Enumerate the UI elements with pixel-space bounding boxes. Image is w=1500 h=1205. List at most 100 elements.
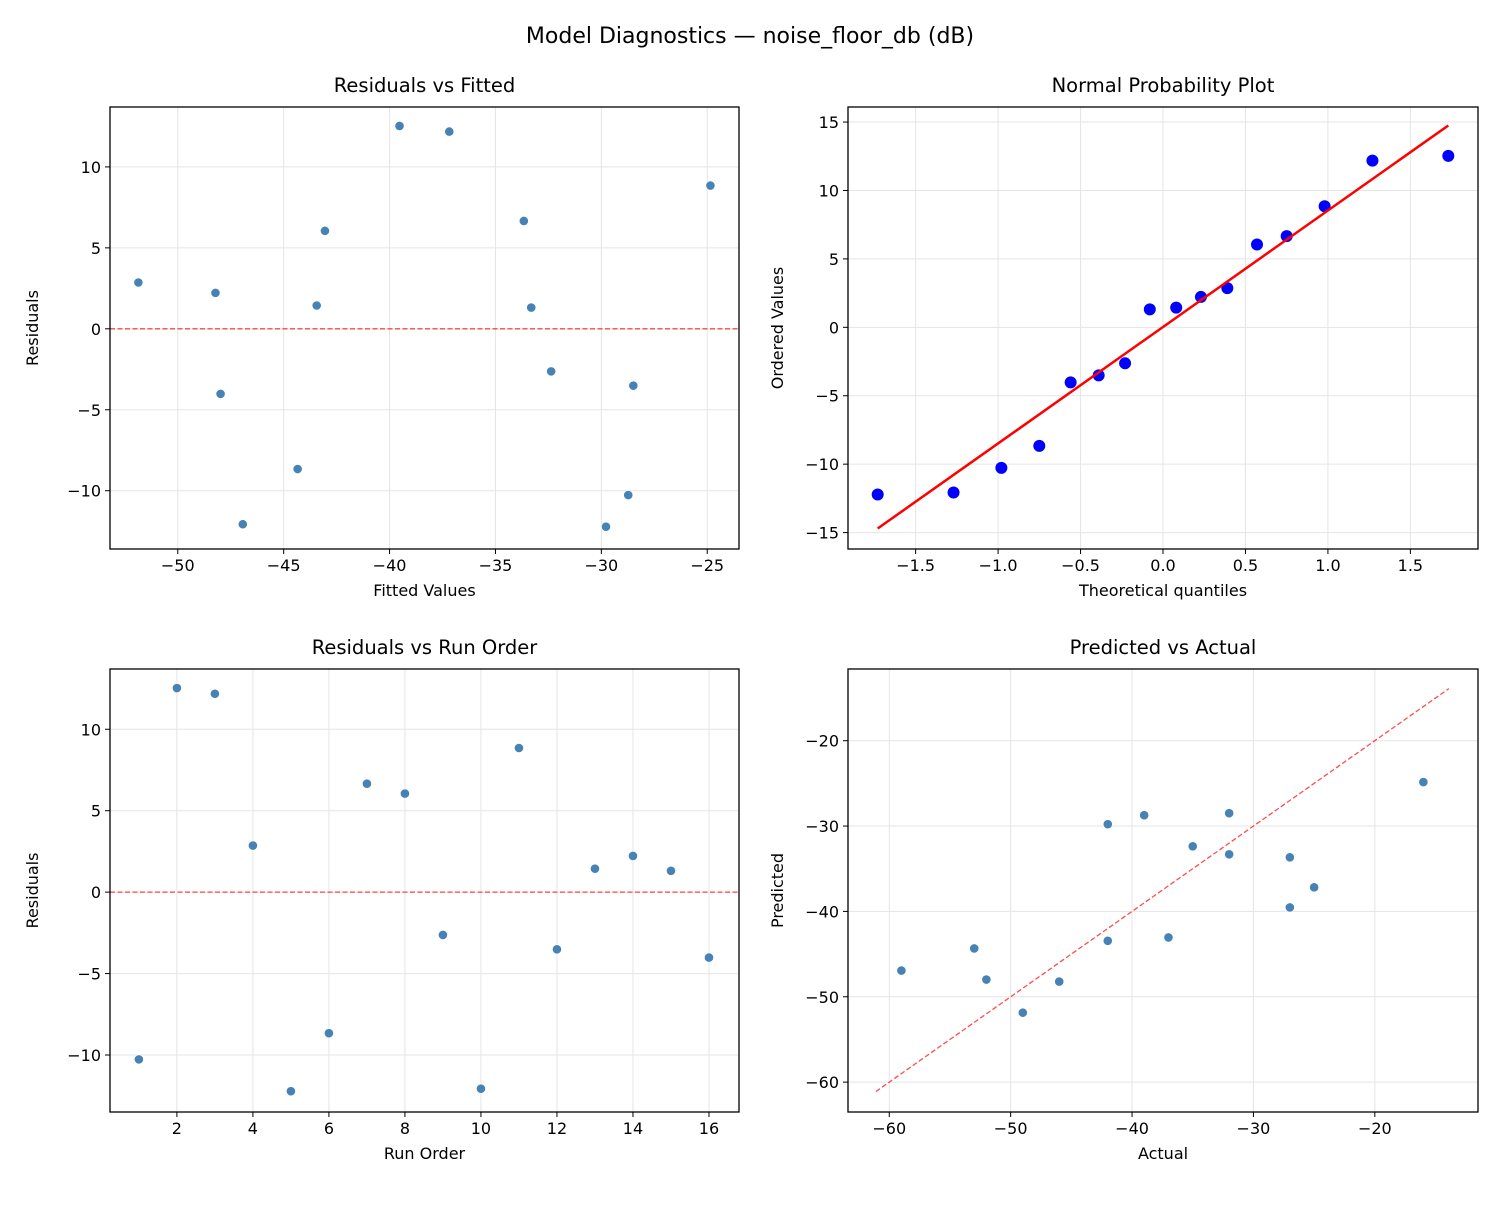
data-point — [981, 974, 992, 985]
data-point — [995, 461, 1008, 474]
data-point — [476, 1083, 486, 1094]
y-tick-label: −10 — [67, 482, 101, 501]
y-tick-label: 15 — [819, 113, 839, 132]
axes-frame — [109, 106, 740, 550]
data-point — [171, 683, 182, 693]
data-point — [628, 851, 638, 861]
predicted-vs-actual-panel: −60 −50 −40 −30 −20 −60 −50 −40 −30 −20 Predicted … — [768, 636, 1479, 1163]
data-point — [1224, 808, 1235, 819]
identity-reference-line — [875, 688, 1450, 1093]
data-point — [1187, 841, 1198, 852]
x-tick-label: −50 — [994, 1119, 1028, 1138]
x-tick-label: 6 — [324, 1119, 334, 1138]
x-axis-label: Theoretical quantiles — [1078, 581, 1247, 600]
data-point — [623, 490, 634, 500]
data-point — [311, 300, 322, 311]
y-tick-label: 5 — [91, 802, 101, 821]
data-point — [133, 277, 144, 288]
data-point — [1224, 849, 1235, 860]
data-point — [1194, 290, 1207, 303]
y-axis-label: Ordered Values — [768, 267, 787, 389]
data-point — [1309, 882, 1320, 893]
x-tick-label: 2 — [172, 1119, 182, 1138]
y-tick-label: 5 — [829, 250, 839, 269]
x-tick-label: 1.5 — [1398, 556, 1423, 575]
x-tick-label: −0.5 — [1061, 556, 1100, 575]
data-point — [1163, 932, 1174, 943]
data-point — [292, 464, 303, 474]
data-point — [1143, 303, 1156, 316]
y-axis-label: Residuals — [23, 290, 42, 366]
y-tick-label: −40 — [805, 902, 839, 921]
x-tick-label: 0.0 — [1150, 556, 1175, 575]
data-point — [1280, 230, 1293, 243]
x-tick-label: −30 — [1237, 1119, 1271, 1138]
data-point — [444, 126, 455, 137]
data-point — [552, 944, 562, 955]
y-tick-label: −10 — [805, 455, 839, 474]
y-tick-label: −5 — [77, 401, 101, 420]
data-point — [1054, 976, 1065, 987]
data-point — [1139, 810, 1150, 821]
x-tick-label: 4 — [248, 1119, 258, 1138]
data-point — [1064, 376, 1077, 389]
data-point — [1251, 238, 1264, 251]
data-point — [871, 488, 884, 501]
data-point — [1442, 149, 1455, 162]
data-point — [1418, 777, 1429, 787]
data-point — [1170, 301, 1183, 314]
x-tick-label: −50 — [161, 556, 195, 575]
data-point — [1366, 154, 1379, 167]
data-point — [526, 302, 537, 313]
data-point — [286, 1086, 296, 1097]
fit-line — [876, 124, 1450, 530]
x-tick-label: −20 — [1358, 1119, 1392, 1138]
x-tick-label: −60 — [872, 1119, 906, 1138]
data-point — [209, 688, 220, 699]
x-tick-label: −1.5 — [896, 556, 935, 575]
x-tick-label: −40 — [1115, 1119, 1149, 1138]
data-point — [666, 865, 676, 876]
x-tick-label: 10 — [471, 1119, 491, 1138]
y-tick-label: −10 — [67, 1046, 101, 1065]
axes-frame — [109, 668, 740, 1113]
data-point — [324, 1028, 334, 1039]
data-point — [1102, 935, 1113, 946]
x-tick-label: −35 — [479, 556, 513, 575]
x-tick-label: 14 — [623, 1119, 643, 1138]
data-point — [1102, 819, 1113, 830]
y-tick-label: 10 — [81, 720, 101, 739]
x-tick-label: −30 — [584, 556, 618, 575]
axes-frame — [847, 668, 1479, 1113]
x-axis-label: Fitted Values — [373, 581, 475, 600]
data-point — [896, 965, 907, 976]
axes-frame — [847, 106, 1479, 550]
x-tick-label: −1.0 — [979, 556, 1018, 575]
x-tick-label: 0.5 — [1233, 556, 1258, 575]
y-axis-label: Predicted — [768, 853, 787, 928]
data-point — [320, 225, 330, 236]
data-point — [1033, 439, 1046, 452]
data-point — [546, 366, 557, 377]
data-point — [210, 287, 221, 298]
data-point — [601, 521, 611, 532]
y-tick-label: 0 — [829, 318, 839, 337]
data-point — [133, 1054, 144, 1065]
figure-title: Model Diagnostics — noise_floor_db (dB) — [526, 24, 974, 49]
subplot-title: Residuals vs Run Order — [312, 636, 539, 659]
x-tick-label: 16 — [699, 1119, 719, 1138]
data-point — [590, 863, 600, 874]
data-point — [1092, 369, 1105, 382]
x-axis-label: Run Order — [384, 1144, 466, 1163]
x-tick-label: 8 — [400, 1119, 410, 1138]
data-point — [705, 180, 716, 191]
data-point — [248, 840, 258, 851]
data-point — [1119, 357, 1132, 370]
y-tick-label: −5 — [77, 965, 101, 984]
y-tick-label: 10 — [819, 181, 839, 200]
data-point — [628, 380, 639, 391]
y-tick-label: −20 — [805, 732, 839, 751]
x-tick-label: 12 — [547, 1119, 567, 1138]
